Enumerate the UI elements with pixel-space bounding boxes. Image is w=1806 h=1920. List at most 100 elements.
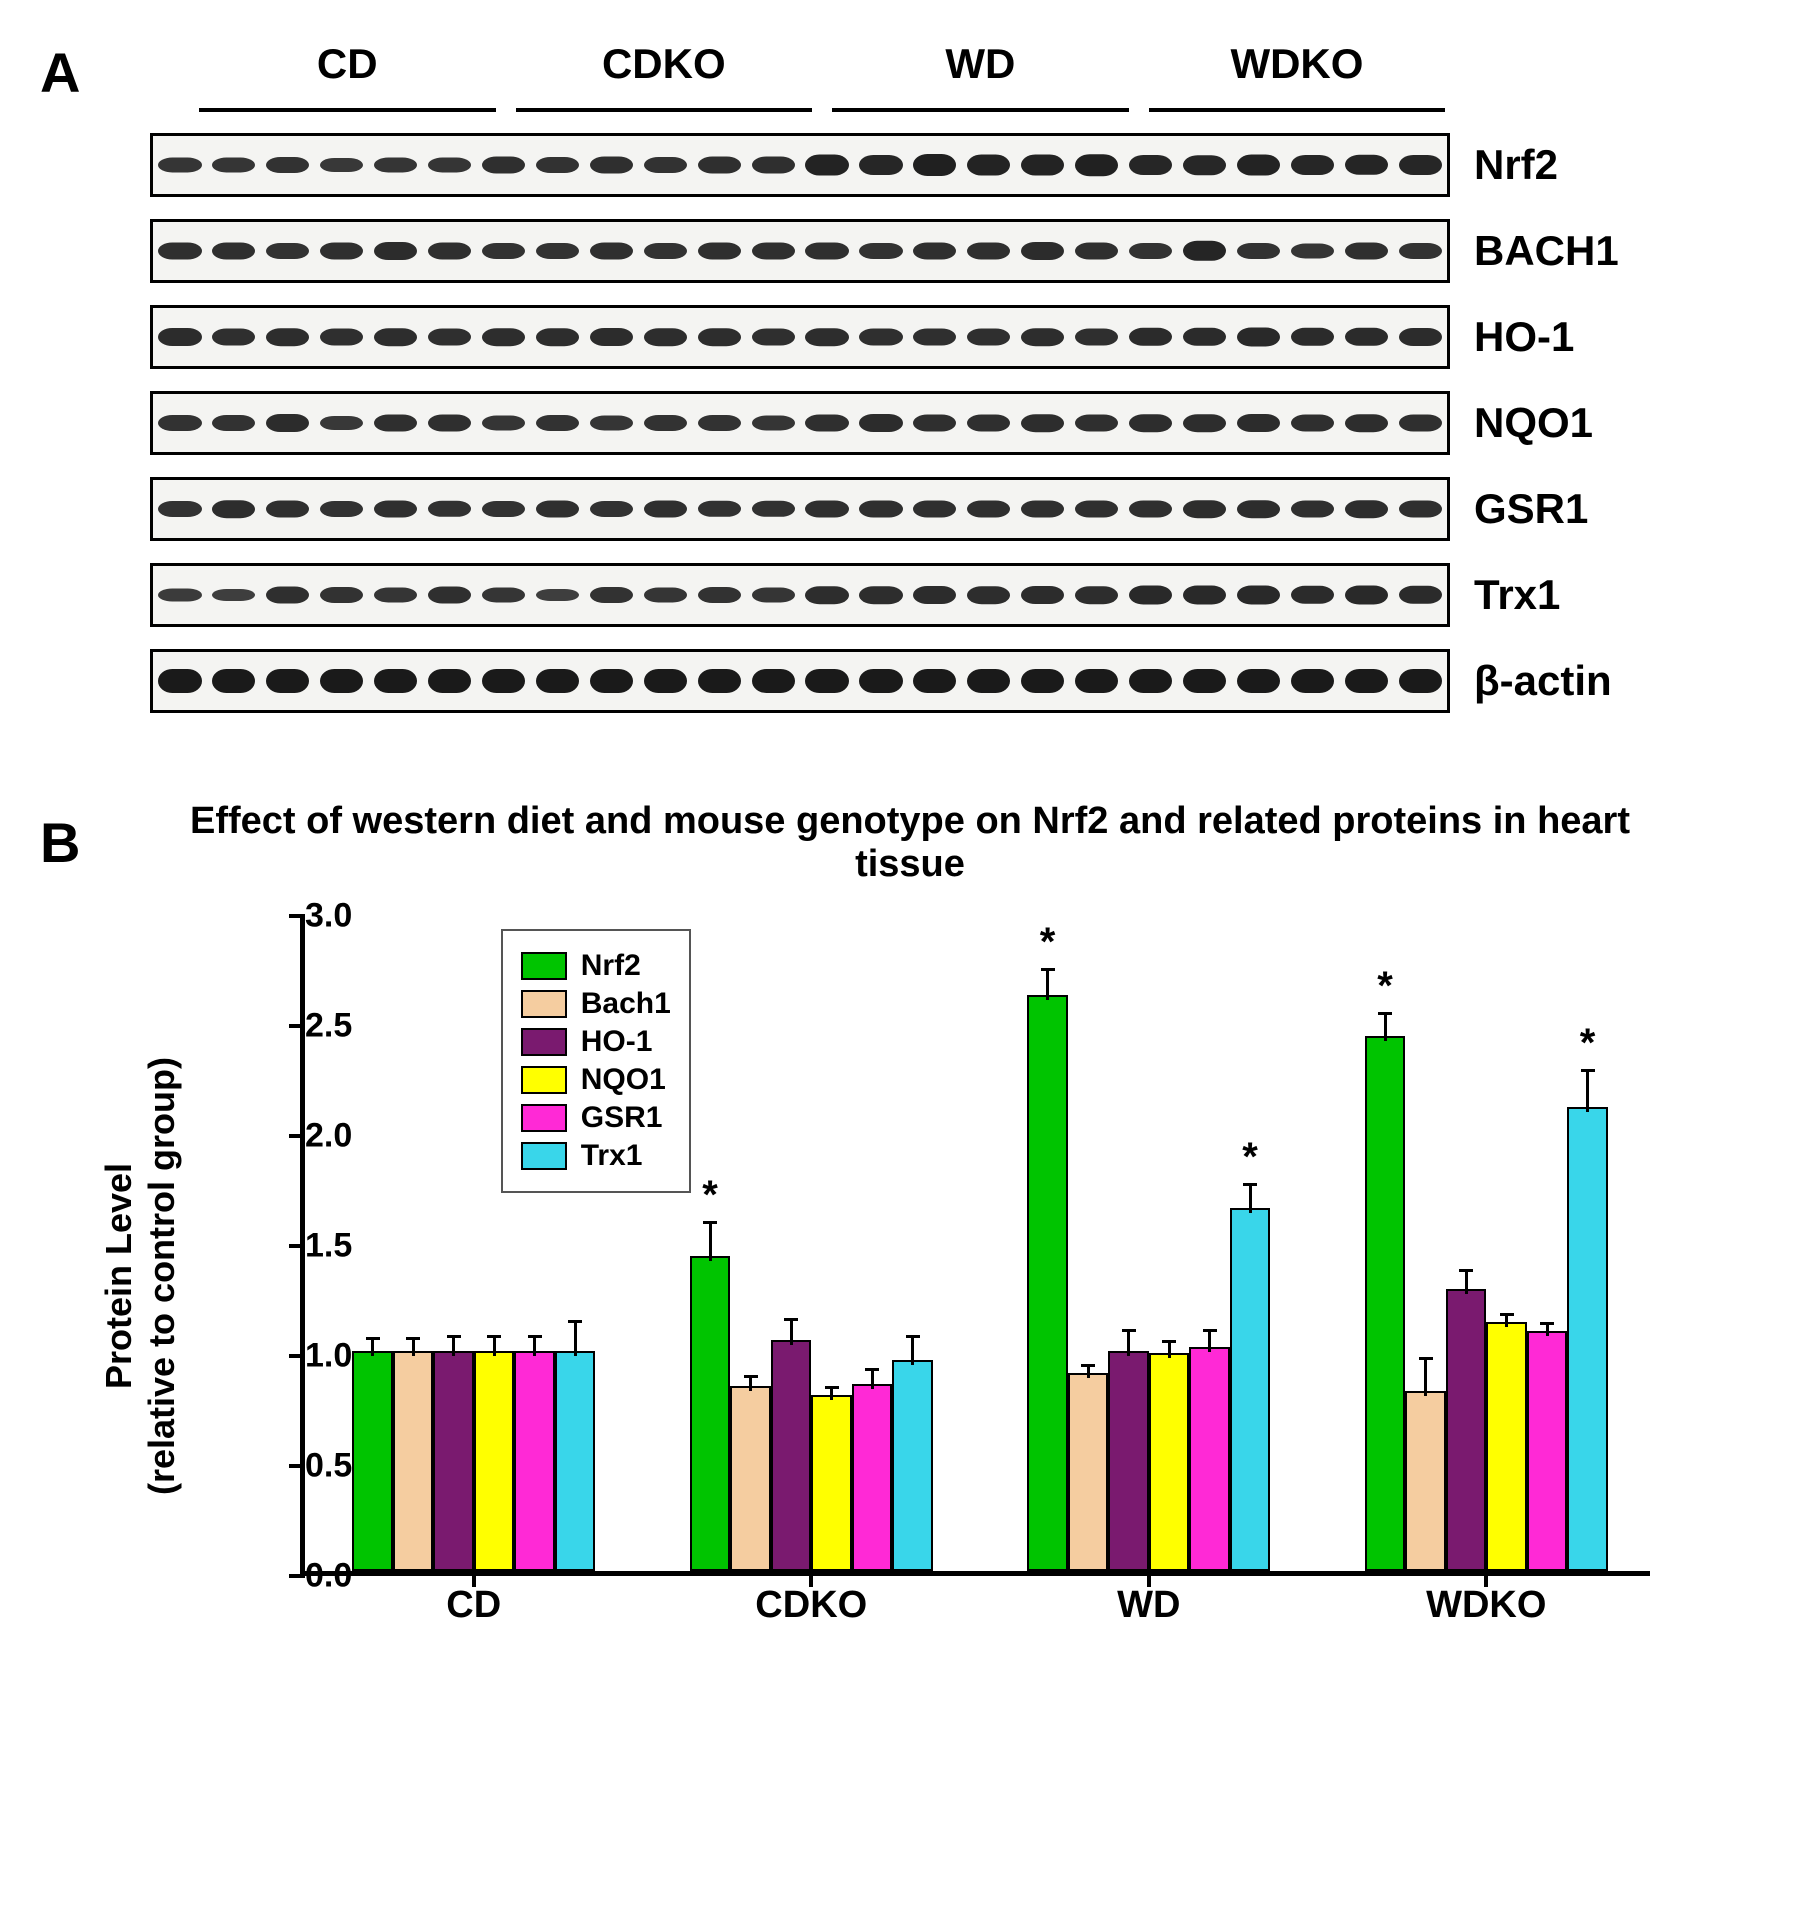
blot-lane: [1016, 222, 1070, 280]
y-tick: [289, 1024, 305, 1028]
blot-row-label: NQO1: [1474, 399, 1593, 447]
blot-band: [1129, 328, 1172, 346]
blot-band: [482, 157, 525, 174]
blot-lane: [962, 136, 1016, 194]
blot-lane: [1285, 136, 1339, 194]
blot-lane: [1178, 308, 1232, 366]
blot-lane: [1070, 222, 1124, 280]
blot-lane: [1393, 652, 1447, 710]
bar: [393, 1351, 434, 1571]
blot-band: [590, 416, 633, 431]
blot-band: [212, 158, 255, 173]
bar: [1230, 1208, 1271, 1571]
blot-row: Nrf2: [150, 126, 1650, 204]
blot-row: HO-1: [150, 298, 1650, 376]
blot-lane: [477, 308, 531, 366]
y-tick: [289, 1574, 305, 1578]
blot-lane: [908, 394, 962, 452]
blot-lane: [153, 566, 207, 624]
blot-lane: [1178, 136, 1232, 194]
blot-lane: [746, 566, 800, 624]
blot-band: [644, 157, 687, 173]
blot-band: [536, 415, 579, 431]
blot-band: [1399, 669, 1442, 693]
blot-lane: [1124, 308, 1178, 366]
blot-band: [805, 586, 848, 604]
legend-swatch: [521, 1104, 567, 1132]
blot-band: [805, 328, 848, 346]
blot-lane: [746, 222, 800, 280]
error-cap: [703, 1221, 717, 1224]
blot-band: [805, 155, 848, 176]
legend-label: Bach1: [581, 987, 671, 1021]
error-cap: [366, 1337, 380, 1340]
blot-lane: [1393, 394, 1447, 452]
blot-band: [644, 415, 687, 431]
blot-band: [536, 589, 579, 601]
blot-row: β-actin: [150, 642, 1650, 720]
blot-band: [752, 501, 795, 517]
blot-band: [212, 500, 255, 518]
legend-item: Trx1: [521, 1139, 671, 1173]
blot-lane: [1393, 222, 1447, 280]
y-tick: [289, 1134, 305, 1138]
blot-lane: [638, 652, 692, 710]
bar: [730, 1386, 771, 1571]
chart-title: Effect of western diet and mouse genotyp…: [150, 800, 1670, 886]
significance-marker: *: [1040, 920, 1056, 965]
blot-band: [1183, 241, 1226, 261]
blot-lane: [1070, 136, 1124, 194]
blot-band: [1291, 501, 1334, 518]
blot-group-underline: [199, 108, 496, 112]
blot-band: [1345, 155, 1388, 175]
blot-lane: [315, 136, 369, 194]
blot-lane: [1178, 566, 1232, 624]
error-cap: [447, 1335, 461, 1338]
blot-lane: [1393, 480, 1447, 538]
blot-lane: [369, 480, 423, 538]
blot-lane: [638, 394, 692, 452]
blot-band: [859, 669, 902, 693]
blot-lane: [962, 566, 1016, 624]
blot-band: [1291, 328, 1334, 346]
blot-lane: [530, 394, 584, 452]
blot-row: Trx1: [150, 556, 1650, 634]
blot-band: [698, 501, 741, 517]
blot-lane: [1016, 308, 1070, 366]
blot-band: [967, 586, 1010, 604]
blot-lane: [530, 480, 584, 538]
blot-band: [212, 589, 255, 601]
blot-row-label: HO-1: [1474, 313, 1574, 361]
x-category-label: CD: [446, 1584, 501, 1627]
blot-band: [859, 329, 902, 346]
blot-lane: [1339, 222, 1393, 280]
blot-row: NQO1: [150, 384, 1650, 462]
blot-lane: [800, 566, 854, 624]
error-cap: [1581, 1069, 1595, 1072]
blot-lane: [1285, 394, 1339, 452]
blot-band: [805, 669, 848, 693]
blot-band: [752, 416, 795, 431]
blot-lane: [423, 136, 477, 194]
bar: [690, 1256, 731, 1571]
blot-lane: [746, 480, 800, 538]
blot-group-header: CD: [189, 40, 506, 100]
blot-lane: [423, 480, 477, 538]
blot-band: [1291, 415, 1334, 432]
blot-lane: [800, 222, 854, 280]
legend-label: HO-1: [581, 1025, 653, 1059]
blot-strip: [150, 305, 1450, 369]
legend-swatch: [521, 952, 567, 980]
legend-item: Nrf2: [521, 949, 671, 983]
error-cap: [406, 1337, 420, 1340]
blot-band: [913, 154, 956, 176]
error-bar: [533, 1336, 536, 1356]
error-cap: [1041, 968, 1055, 971]
blot-band: [1237, 414, 1280, 432]
blot-lane: [477, 222, 531, 280]
blot-lane: [1124, 480, 1178, 538]
blot-band: [967, 415, 1010, 432]
error-bar: [1046, 969, 1049, 1000]
blot-band: [752, 669, 795, 693]
error-cap: [744, 1375, 758, 1378]
